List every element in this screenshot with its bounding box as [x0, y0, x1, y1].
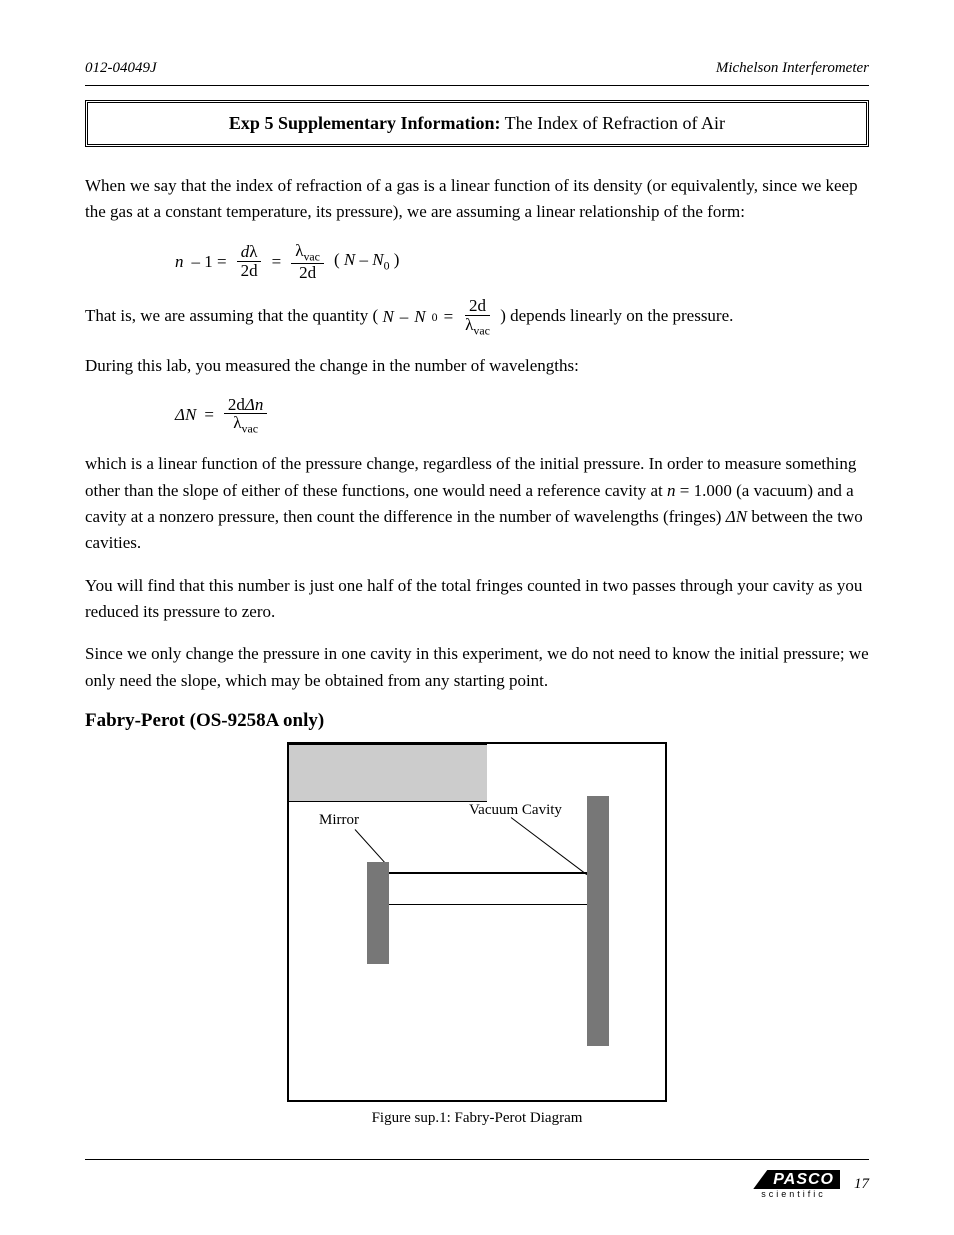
eq1-N0: N: [372, 250, 383, 269]
eqin-N: N: [382, 304, 393, 330]
mirror-right: [587, 796, 609, 1046]
eq1-paren: ( N – N0 ): [334, 250, 399, 273]
leader-mirror: [355, 829, 388, 865]
eq1-lambda: λ: [249, 242, 257, 261]
eq3-eq: =: [204, 405, 214, 425]
footer-rule: [85, 1159, 869, 1160]
vacuum-cavity: [289, 744, 487, 802]
para-6: Since we only change the pressure in one…: [85, 641, 869, 694]
figure: Mirror Vacuum Cavity Figure sup.1: Fabry…: [287, 742, 667, 1127]
section-title: Fabry-Perot (OS-9258A only): [85, 710, 869, 732]
eq1-2d: 2d: [241, 261, 258, 280]
mirror-left: [367, 862, 389, 964]
eq3-lambda: λ: [233, 413, 241, 432]
eqin-eq: =: [444, 304, 454, 330]
para-5: You will find that this number is just o…: [85, 573, 869, 626]
para-3: During this lab, you measured the change…: [85, 353, 869, 379]
para-2: That is, we are assuming that the quanti…: [85, 297, 869, 337]
title-main: The Index of Refraction of Air: [500, 113, 725, 133]
eq3-dN: ΔN: [175, 405, 196, 425]
eqin-zero: 0: [432, 308, 438, 326]
eq1-frac1: dλ 2d: [235, 243, 264, 280]
eq1-N: N: [344, 250, 355, 269]
page-number: 17: [854, 1176, 869, 1193]
eqin-2d: 2d: [469, 296, 486, 315]
leader-cavity: [511, 817, 587, 875]
header-left: 012-04049J: [85, 60, 157, 77]
eq1-minus: –: [355, 250, 372, 269]
equation-1: n – 1 = dλ 2d = λvac 2d ( N – N0 ): [85, 242, 869, 282]
eq1-minus1: – 1 =: [192, 252, 227, 272]
eq3-2d: 2d: [228, 395, 245, 414]
title-prefix: Exp 5 Supplementary Information:: [229, 113, 501, 133]
figure-box: Mirror Vacuum Cavity: [287, 742, 667, 1102]
para-2-prefix: That is, we are assuming that the quanti…: [85, 306, 378, 325]
footer: PASCO scientific 17: [85, 1159, 869, 1199]
eqin-frac: 2d λvac: [459, 297, 496, 337]
logo-bot: scientific: [753, 1189, 826, 1199]
pasco-logo: PASCO scientific: [753, 1170, 840, 1199]
eq1-vac: vac: [303, 249, 320, 263]
title-box: Exp 5 Supplementary Information: The Ind…: [85, 100, 869, 147]
para-4-n: n: [667, 481, 676, 500]
eq3-frac: 2dΔn λvac: [222, 396, 269, 436]
eq3-vac: vac: [242, 422, 259, 436]
para-1: When we say that the index of refraction…: [85, 173, 869, 226]
equation-3: ΔN = 2dΔn λvac: [85, 396, 869, 436]
para-4: which is a linear function of the pressu…: [85, 451, 869, 556]
eq1-zero: 0: [384, 258, 390, 272]
label-cavity: Vacuum Cavity: [469, 802, 562, 819]
header-rule: [85, 85, 869, 86]
label-mirror: Mirror: [319, 812, 359, 829]
para-2-suffix: ) depends linearly on the pressure.: [500, 306, 733, 325]
beam-top: [389, 872, 587, 874]
eq1-n: n: [175, 252, 184, 272]
eq1-frac2: λvac 2d: [289, 242, 326, 282]
eq3-dn: Δn: [245, 395, 263, 414]
eqin-vac: vac: [473, 324, 490, 338]
para-4-dN: ΔN: [726, 507, 747, 526]
beam-mid: [389, 904, 587, 905]
running-header: 012-04049J Michelson Interferometer: [85, 60, 869, 77]
header-right: Michelson Interferometer: [716, 60, 869, 77]
eq1-2d-b: 2d: [295, 264, 320, 282]
logo-top: PASCO: [753, 1170, 840, 1189]
eqin-N0: N: [414, 304, 425, 330]
eqin-minus: –: [400, 304, 409, 330]
eq1-eq: =: [272, 252, 282, 272]
eq1-d: d: [241, 242, 250, 261]
figure-caption: Figure sup.1: Fabry-Perot Diagram: [287, 1110, 667, 1127]
